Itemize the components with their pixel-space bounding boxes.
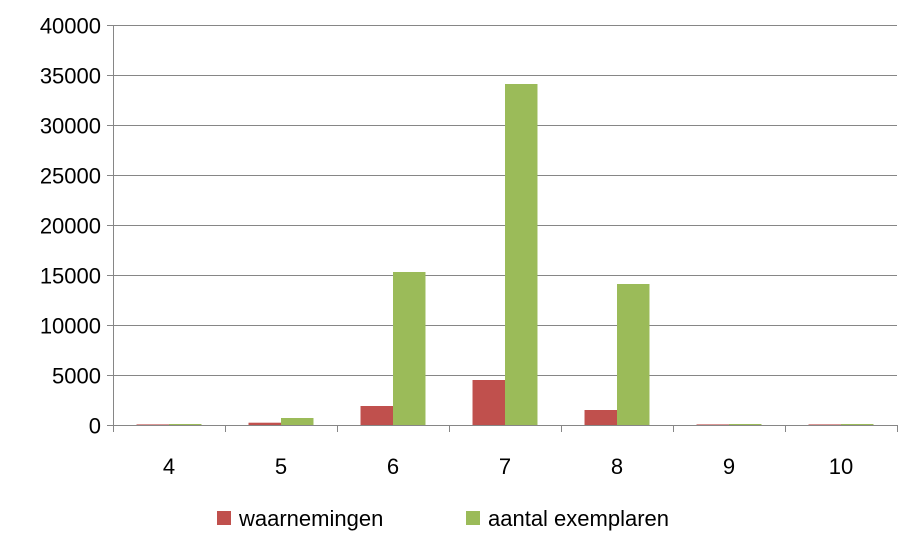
bar-waarnemingen-5: [248, 422, 281, 425]
bar-aantal-exemplaren-9: [729, 424, 762, 425]
bar-waarnemingen-7: [472, 380, 505, 425]
axes: [113, 25, 898, 432]
y-tick-label: 15000: [40, 264, 101, 289]
x-tick-label: 8: [611, 454, 623, 479]
bar-aantal-exemplaren-6: [393, 272, 426, 425]
bar-aantal-exemplaren-4: [169, 424, 202, 425]
bar-aantal-exemplaren-8: [617, 284, 650, 425]
legend-label: aantal exemplaren: [488, 506, 669, 531]
x-tick-label: 5: [275, 454, 287, 479]
bar-waarnemingen-8: [584, 410, 617, 425]
bars: [136, 84, 874, 425]
y-tick-label: 5000: [52, 364, 101, 389]
y-tick-label: 0: [89, 414, 101, 439]
x-tick-label: 7: [499, 454, 511, 479]
bar-waarnemingen-6: [360, 406, 393, 425]
y-tick-label: 30000: [40, 114, 101, 139]
legend-swatch: [466, 511, 480, 525]
legend: waarnemingen aantal exemplaren: [217, 506, 669, 531]
y-tick-label: 10000: [40, 314, 101, 339]
legend-label: waarnemingen: [238, 506, 383, 531]
bar-aantal-exemplaren-10: [841, 424, 874, 425]
x-tick-labels: 4 5 6 7 8 9 10: [163, 454, 853, 479]
x-tick-label: 6: [387, 454, 399, 479]
y-tick-label: 20000: [40, 214, 101, 239]
x-tick-label: 9: [723, 454, 735, 479]
gridlines: [107, 25, 897, 426]
y-tick-label: 35000: [40, 64, 101, 89]
bar-aantal-exemplaren-5: [281, 418, 314, 425]
bar-waarnemingen-9: [696, 424, 729, 425]
bar-waarnemingen-4: [136, 424, 169, 425]
bar-aantal-exemplaren-7: [505, 84, 538, 425]
legend-swatch: [217, 511, 231, 525]
y-tick-labels: 0 5000 10000 15000 20000 25000 30000 35000 40000: [40, 14, 101, 439]
x-tick-label: 4: [163, 454, 175, 479]
y-tick-label: 40000: [40, 14, 101, 39]
bar-waarnemingen-10: [808, 424, 841, 425]
x-tick-label: 10: [829, 454, 853, 479]
y-tick-label: 25000: [40, 164, 101, 189]
